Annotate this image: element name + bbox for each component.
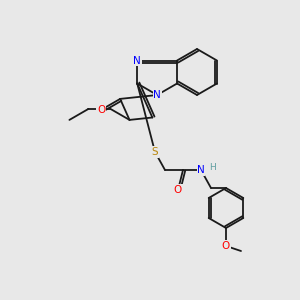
Text: H: H: [209, 164, 216, 172]
Text: N: N: [134, 56, 141, 65]
Text: N: N: [197, 165, 205, 175]
Text: O: O: [174, 185, 182, 195]
Text: N: N: [153, 90, 161, 100]
Text: O: O: [97, 105, 105, 115]
Text: O: O: [222, 241, 230, 251]
Text: S: S: [152, 147, 158, 157]
